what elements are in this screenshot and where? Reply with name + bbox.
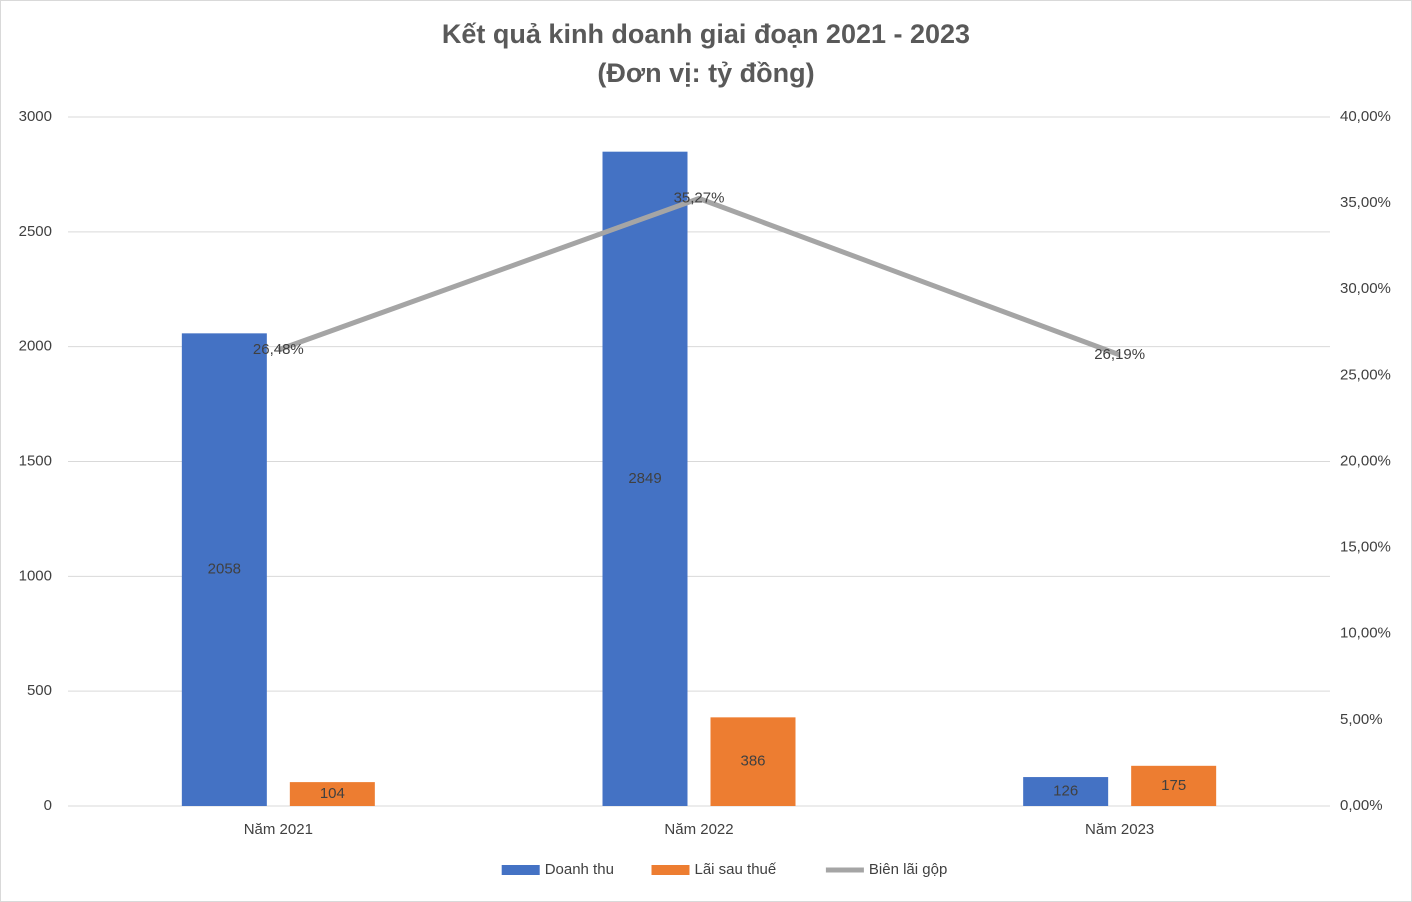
- legend-label: Lãi sau thuế: [695, 861, 777, 878]
- bar: [289, 782, 375, 806]
- chart-title: Kết quả kinh doanh giai đoạn 2021 - 2023: [442, 19, 970, 49]
- bar-label: 175: [1161, 777, 1186, 794]
- line-label: 35,27%: [674, 189, 725, 206]
- bar-label: 2849: [628, 470, 661, 487]
- y-tick-label: 2500: [19, 223, 52, 240]
- bar: [710, 717, 796, 806]
- y2-tick-label: 0,00%: [1340, 797, 1383, 814]
- y2-tick-label: 5,00%: [1340, 711, 1383, 728]
- chart-subtitle: (Đơn vị: tỷ đồng): [597, 58, 814, 88]
- bar: [181, 333, 267, 806]
- y2-tick-label: 40,00%: [1340, 108, 1391, 125]
- legend-swatch: [651, 865, 690, 875]
- x-tick-label: Năm 2023: [1085, 821, 1154, 838]
- legend-label: Biên lãi gộp: [869, 861, 947, 878]
- y2-tick-label: 35,00%: [1340, 194, 1391, 211]
- bar-label: 126: [1053, 782, 1078, 799]
- bar: [1023, 777, 1109, 806]
- y2-tick-label: 30,00%: [1340, 280, 1391, 297]
- x-tick-label: Năm 2022: [664, 821, 733, 838]
- bar-label: 104: [320, 785, 345, 802]
- bar-label: 386: [740, 753, 765, 770]
- bar: [602, 151, 688, 806]
- bar: [1131, 765, 1217, 806]
- y-tick-label: 2000: [19, 338, 52, 355]
- y2-tick-label: 10,00%: [1340, 625, 1391, 642]
- y2-tick-label: 20,00%: [1340, 452, 1391, 469]
- y-tick-label: 1500: [19, 452, 52, 469]
- legend-label: Doanh thu: [545, 861, 614, 878]
- y2-tick-label: 25,00%: [1340, 366, 1391, 383]
- y-tick-label: 0: [44, 797, 52, 814]
- line: [277, 195, 1121, 358]
- line-label: 26,19%: [1094, 346, 1145, 363]
- x-tick-label: Năm 2021: [244, 821, 313, 838]
- y-tick-label: 3000: [19, 108, 52, 125]
- y2-tick-label: 15,00%: [1340, 539, 1391, 556]
- legend-swatch: [501, 865, 540, 875]
- y-tick-label: 1000: [19, 567, 52, 584]
- line-label: 26,48%: [253, 341, 304, 358]
- y-tick-label: 500: [27, 682, 52, 699]
- bar-label: 2058: [208, 561, 241, 578]
